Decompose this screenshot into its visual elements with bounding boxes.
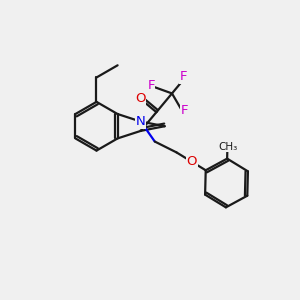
Text: F: F bbox=[181, 104, 189, 117]
Text: O: O bbox=[135, 92, 145, 105]
Text: CH₃: CH₃ bbox=[218, 142, 237, 152]
Text: F: F bbox=[147, 79, 155, 92]
Text: O: O bbox=[187, 155, 197, 168]
Text: F: F bbox=[180, 70, 188, 83]
Text: N: N bbox=[136, 115, 146, 128]
